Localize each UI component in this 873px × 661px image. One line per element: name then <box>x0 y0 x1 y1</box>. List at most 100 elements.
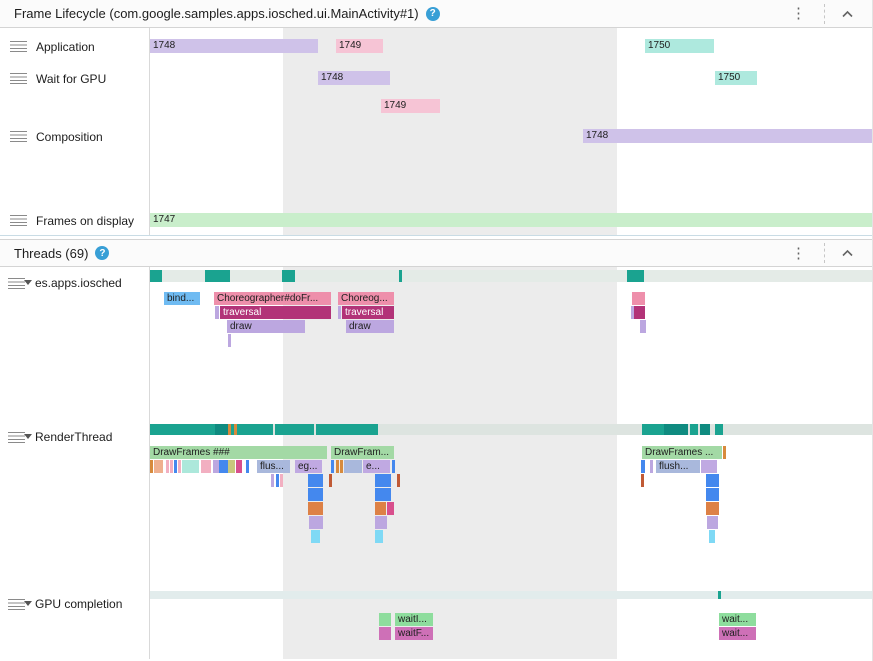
trace-event-bar[interactable] <box>340 460 343 473</box>
trace-event-bar[interactable]: flush... <box>656 460 700 473</box>
more-options-icon[interactable]: ⋮ <box>791 244 806 262</box>
threads-chart[interactable]: es.apps.iosched RenderThread GPU completio… <box>0 267 872 659</box>
trace-event-bar[interactable] <box>276 474 279 487</box>
trace-event-bar[interactable] <box>634 306 645 319</box>
selection-region[interactable] <box>283 28 617 235</box>
trace-event-bar[interactable] <box>201 460 211 473</box>
frame-lifecycle-bar[interactable]: 1748 <box>318 71 390 85</box>
trace-event-bar[interactable] <box>387 502 394 515</box>
trace-event-bar[interactable] <box>308 488 323 501</box>
frame-lifecycle-bar[interactable]: 1748 <box>583 129 872 143</box>
thread-state-track[interactable] <box>150 270 872 282</box>
collapse-chevron-icon[interactable] <box>833 248 862 258</box>
frame-lifecycle-bar[interactable]: 1750 <box>715 71 757 85</box>
thread-state-track[interactable] <box>150 424 872 435</box>
trace-event-bar[interactable] <box>375 474 391 487</box>
expand-arrow-icon[interactable] <box>24 601 32 606</box>
trace-event-bar[interactable] <box>215 306 219 319</box>
trace-event-bar[interactable] <box>641 474 644 487</box>
collapse-chevron-icon[interactable] <box>833 9 862 19</box>
trace-event-bar[interactable] <box>219 460 222 473</box>
trace-event-bar[interactable] <box>182 460 199 473</box>
frame-lifecycle-bar[interactable]: 1750 <box>645 39 714 53</box>
trace-event-bar[interactable] <box>174 460 177 473</box>
trace-event-bar[interactable] <box>236 460 242 473</box>
trace-event-bar[interactable] <box>701 460 717 473</box>
trace-event-bar[interactable] <box>375 502 386 515</box>
trace-event-bar[interactable]: draw <box>346 320 394 333</box>
trace-event-bar[interactable] <box>706 474 719 487</box>
trace-event-bar[interactable]: wait... <box>719 613 756 626</box>
drag-handle-icon[interactable] <box>8 278 25 289</box>
trace-event-bar[interactable]: waitF... <box>395 627 433 640</box>
drag-handle-icon[interactable] <box>8 599 25 610</box>
trace-event-bar[interactable]: traversal <box>342 306 394 319</box>
trace-event-bar[interactable] <box>329 474 332 487</box>
trace-event-bar[interactable] <box>308 474 323 487</box>
expand-arrow-icon[interactable] <box>24 280 32 285</box>
trace-event-bar[interactable] <box>271 474 274 487</box>
trace-event-bar[interactable]: Choreographer#doFr... <box>214 292 331 305</box>
trace-event-bar[interactable] <box>170 460 173 473</box>
help-icon[interactable]: ? <box>425 6 440 21</box>
trace-event-bar[interactable] <box>338 306 341 319</box>
frame-lifecycle-bar[interactable]: 1747 <box>150 213 872 227</box>
drag-handle-icon[interactable] <box>10 131 27 142</box>
trace-event-bar[interactable] <box>178 460 181 473</box>
trace-event-bar[interactable] <box>336 460 339 473</box>
trace-event-bar[interactable]: wait... <box>719 627 756 640</box>
trace-event-bar[interactable]: Choreog... <box>338 292 394 305</box>
expand-arrow-icon[interactable] <box>24 434 32 439</box>
trace-event-bar[interactable] <box>344 460 362 473</box>
drag-handle-icon[interactable] <box>10 73 27 84</box>
trace-event-bar[interactable] <box>631 306 634 319</box>
drag-handle-icon[interactable] <box>10 41 27 52</box>
trace-event-bar[interactable] <box>309 516 323 529</box>
trace-event-bar[interactable] <box>246 460 249 473</box>
trace-event-bar[interactable] <box>150 460 153 473</box>
trace-event-bar[interactable]: e... <box>363 460 390 473</box>
trace-event-bar[interactable] <box>723 446 726 459</box>
trace-event-bar[interactable] <box>228 460 235 473</box>
trace-event-bar[interactable] <box>216 460 219 473</box>
frame-lifecycle-bar[interactable]: 1749 <box>381 99 440 113</box>
trace-event-bar[interactable]: DrawFrames ... <box>642 446 722 459</box>
trace-event-bar[interactable] <box>311 530 320 543</box>
trace-event-bar[interactable]: waitI... <box>395 613 433 626</box>
trace-event-bar[interactable]: DrawFrames ### <box>150 446 327 459</box>
trace-event-bar[interactable] <box>707 516 718 529</box>
trace-event-bar[interactable] <box>706 502 719 515</box>
trace-event-bar[interactable] <box>375 516 387 529</box>
trace-event-bar[interactable] <box>331 460 334 473</box>
trace-event-bar[interactable]: draw <box>227 320 305 333</box>
trace-event-bar[interactable] <box>154 460 163 473</box>
more-options-icon[interactable]: ⋮ <box>791 5 806 22</box>
trace-event-bar[interactable] <box>632 292 645 305</box>
trace-event-bar[interactable]: eg... <box>295 460 322 473</box>
frame-lifecycle-bar[interactable]: 1748 <box>150 39 318 53</box>
drag-handle-icon[interactable] <box>10 215 27 226</box>
trace-event-bar[interactable]: flus... <box>257 460 290 473</box>
trace-event-bar[interactable] <box>166 460 169 473</box>
trace-event-bar[interactable] <box>709 530 715 543</box>
trace-event-bar[interactable] <box>379 613 391 626</box>
frame-lifecycle-chart[interactable]: Application Wait for GPU Composition Frames… <box>0 28 872 236</box>
help-icon[interactable]: ? <box>95 246 110 260</box>
trace-event-bar[interactable] <box>213 460 216 473</box>
trace-event-bar[interactable]: traversal <box>220 306 331 319</box>
trace-event-bar[interactable] <box>392 460 395 473</box>
trace-event-bar[interactable] <box>222 460 225 473</box>
drag-handle-icon[interactable] <box>8 432 25 443</box>
thread-state-track[interactable] <box>150 591 872 599</box>
trace-event-bar[interactable] <box>375 488 391 501</box>
trace-event-bar[interactable] <box>228 334 231 347</box>
trace-event-bar[interactable] <box>641 460 645 473</box>
trace-event-bar[interactable] <box>225 460 228 473</box>
trace-event-bar[interactable] <box>379 627 391 640</box>
trace-event-bar[interactable]: DrawFram... <box>331 446 394 459</box>
frame-lifecycle-bar[interactable]: 1749 <box>336 39 383 53</box>
trace-event-bar[interactable] <box>397 474 400 487</box>
trace-event-bar[interactable] <box>650 460 653 473</box>
trace-event-bar[interactable] <box>706 488 719 501</box>
trace-event-bar[interactable] <box>280 474 283 487</box>
